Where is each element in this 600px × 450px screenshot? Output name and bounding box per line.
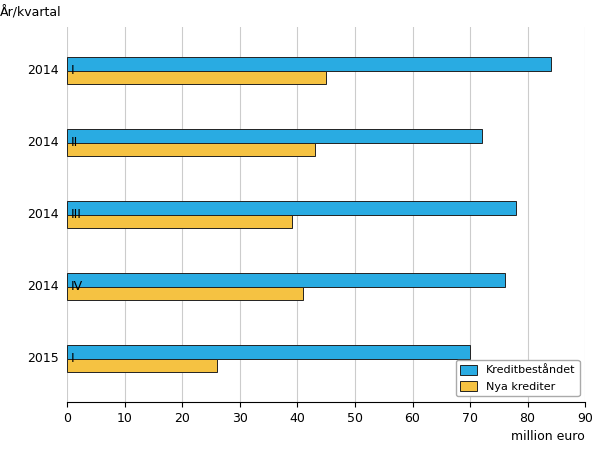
Bar (67, 129, 482, 143)
Bar (67, 287, 303, 300)
Text: 2014: 2014 (27, 136, 59, 149)
Bar (67, 215, 292, 228)
Text: III: III (70, 208, 81, 221)
Text: IV: IV (70, 280, 82, 293)
Bar (67, 359, 217, 372)
Text: I: I (70, 352, 74, 365)
Bar (67, 57, 551, 71)
Bar (67, 143, 315, 156)
Text: 2014: 2014 (27, 280, 59, 293)
Text: 2015: 2015 (27, 352, 59, 365)
Text: II: II (70, 136, 77, 149)
Bar (67, 273, 505, 287)
Text: 2014: 2014 (27, 64, 59, 77)
Bar (67, 201, 516, 215)
Bar (67, 71, 326, 84)
Legend: Kreditbeståndet, Nya krediter: Kreditbeståndet, Nya krediter (455, 360, 580, 396)
Text: I: I (70, 64, 74, 77)
X-axis label: million euro: million euro (511, 430, 585, 443)
Text: 2014: 2014 (27, 208, 59, 221)
Bar (67, 345, 470, 359)
Text: År/kvartal: År/kvartal (0, 6, 62, 20)
